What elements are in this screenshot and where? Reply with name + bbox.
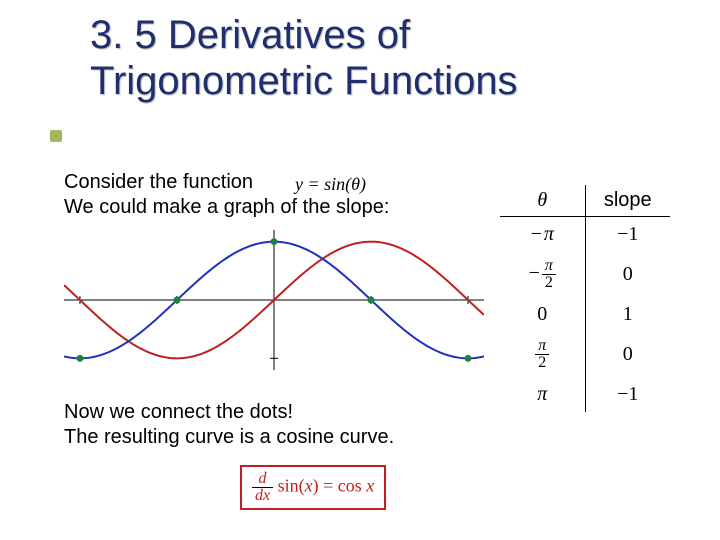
slope-cell: −1 [585, 377, 670, 412]
theta-cell: π2 [500, 332, 585, 377]
table-row: π2 0 [500, 332, 670, 377]
slope-cell: 0 [585, 252, 670, 297]
slope-cell: 1 [585, 297, 670, 332]
table-row: 0 1 [500, 297, 670, 332]
table-header-theta: θ [500, 185, 585, 217]
intro-line-2: We could make a graph of the slope: [64, 195, 484, 220]
sine-cosine-chart [64, 230, 484, 370]
conclusion-text-block: Now we connect the dots! The resulting c… [64, 400, 484, 450]
table-row: −π2 0 [500, 252, 670, 297]
intro-text-block: Consider the function We could make a gr… [64, 170, 484, 220]
chart-svg [64, 230, 484, 370]
formula-sin: y = sin(θ) [295, 174, 366, 195]
theta-cell: −π [500, 217, 585, 253]
table-row: −π −1 [500, 217, 670, 253]
table-header-slope: slope [585, 185, 670, 217]
slope-cell: 0 [585, 332, 670, 377]
intro-line-1: Consider the function [64, 170, 484, 195]
conclusion-line-1: Now we connect the dots! [64, 400, 484, 425]
slope-table: θ slope −π −1 −π2 0 0 1 π2 0 π −1 [500, 185, 670, 412]
title-line-2: Trigonometric Functions [90, 58, 518, 104]
slide-title: 3. 5 Derivatives of Trigonometric Functi… [90, 12, 518, 104]
conclusion-line-2: The resulting curve is a cosine curve. [64, 425, 484, 450]
table-row: π −1 [500, 377, 670, 412]
theta-cell: π [500, 377, 585, 412]
theta-cell: −π2 [500, 252, 585, 297]
theta-cell: 0 [500, 297, 585, 332]
title-line-1: 3. 5 Derivatives of [90, 12, 518, 58]
slope-cell: −1 [585, 217, 670, 253]
derivative-formula-box: ddx sin(x) = cos x [240, 465, 386, 510]
bullet-icon [50, 130, 62, 142]
